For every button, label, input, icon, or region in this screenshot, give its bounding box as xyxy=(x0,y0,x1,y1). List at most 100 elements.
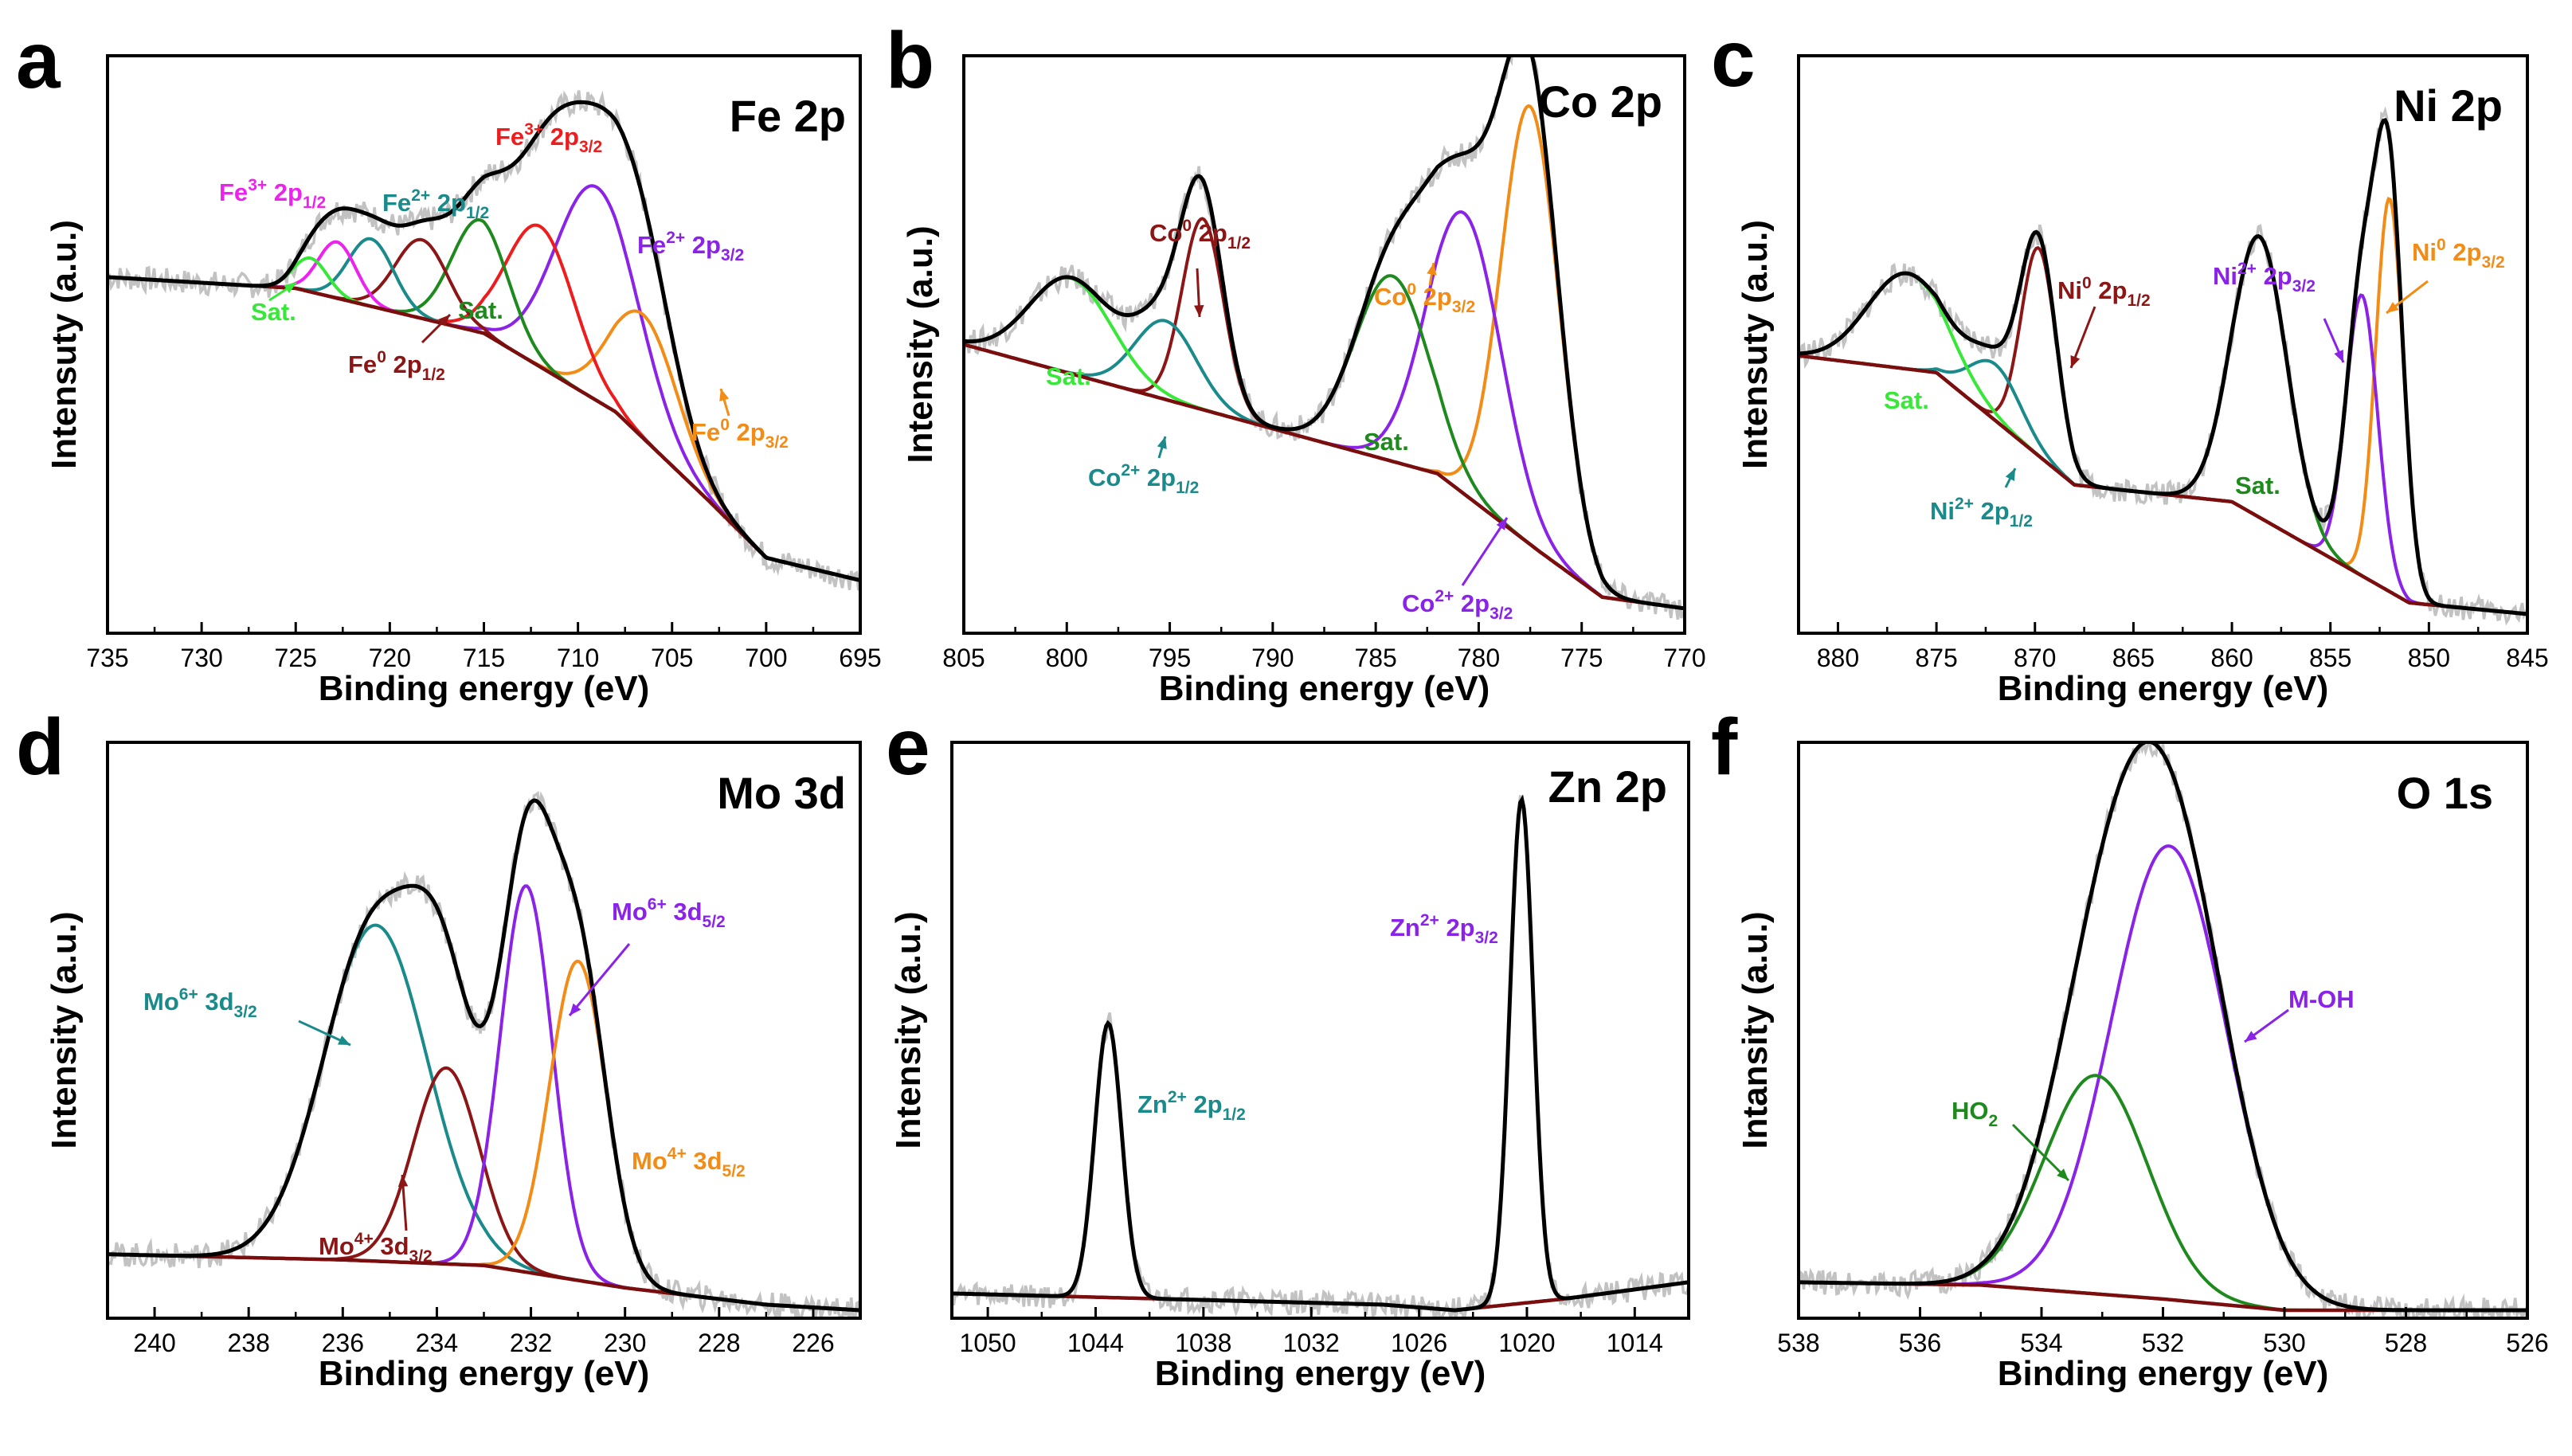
xtick-label-a-1: 730 xyxy=(180,644,222,672)
xtick-label-d-3: 234 xyxy=(416,1329,458,1357)
curves-a xyxy=(108,90,860,591)
panel-b: 805 800 795 790 785 780 775 770 Binding energy (… xyxy=(886,16,1706,708)
panel-f: 538 536 534 532 530 528 526 Binding energy (eV)… xyxy=(1711,703,2549,1393)
xtick-label-b-4: 785 xyxy=(1354,644,1396,672)
xtick-label-c-0: 880 xyxy=(1817,644,1859,672)
xtick-label-d-5: 230 xyxy=(604,1329,646,1357)
xtick-label-d-7: 226 xyxy=(792,1329,834,1357)
xtick-label-d-0: 240 xyxy=(133,1329,175,1357)
xtick-label-c-1: 875 xyxy=(1915,644,1957,672)
annotation-arrowhead-f-1 xyxy=(2057,1168,2069,1180)
peak-a-5 xyxy=(108,237,860,582)
envelope-b xyxy=(964,56,1685,611)
y-axis-label-b: Intensity (a.u.) xyxy=(901,225,940,463)
xtick-label-c-6: 850 xyxy=(2408,644,2450,672)
y-axis-label-f: Intansity (a.u.) xyxy=(1736,911,1775,1149)
xtick-label-d-4: 232 xyxy=(510,1329,552,1357)
annotation-arrowhead-c-1 xyxy=(2334,350,2343,362)
xtick-label-c-4: 860 xyxy=(2210,644,2253,672)
xtick-label-b-0: 805 xyxy=(942,644,985,672)
annotation-e-1: Zn2+ 2p1/2 xyxy=(1137,1088,1246,1124)
annotation-arrowhead-d-0 xyxy=(338,1035,350,1045)
xtick-label-b-6: 775 xyxy=(1560,644,1603,672)
peak-a-3 xyxy=(108,217,860,582)
annotation-c-1: Ni2+ 2p3/2 xyxy=(2213,260,2316,296)
peak-f-0 xyxy=(1799,844,2527,1312)
xtick-label-e-3: 1032 xyxy=(1283,1329,1340,1357)
raw-data-f xyxy=(1799,742,2527,1318)
panel-title-a: Fe 2p xyxy=(730,91,846,141)
xtick-label-e-2: 1038 xyxy=(1175,1329,1231,1357)
annotation-a-1: Fe2+ 2p1/2 xyxy=(382,186,489,222)
plot-frame-e xyxy=(950,741,1690,1320)
annotation-c-2: Ni0 2p3/2 xyxy=(2412,236,2505,272)
xtick-label-f-5: 528 xyxy=(2385,1329,2427,1357)
plot-frame-f xyxy=(1797,741,2529,1320)
annotation-c-3: Sat. xyxy=(1884,386,1929,414)
peak-d-2 xyxy=(108,884,860,1312)
x-axis-label-c: Binding energy (eV) xyxy=(1998,669,2329,708)
annotation-arrowhead-c-5 xyxy=(2005,468,2015,481)
xtick-label-f-6: 526 xyxy=(2506,1329,2548,1357)
background-b xyxy=(964,342,1685,611)
panel-letter-a: a xyxy=(16,16,61,105)
annotation-c-5: Ni2+ 2p1/2 xyxy=(1930,495,2033,530)
y-axis-label-a: Intensuty (a.u.) xyxy=(45,220,84,469)
y-axis-label-c: Intensuty (a.u.) xyxy=(1736,220,1775,469)
annotation-arrowhead-a-4 xyxy=(284,283,296,294)
raw-data-d xyxy=(108,791,860,1318)
peak-a-2 xyxy=(108,223,860,582)
annotation-arrowhead-b-1 xyxy=(1427,263,1437,276)
curves-c xyxy=(1799,106,2527,626)
peak-a-0 xyxy=(108,184,860,582)
xtick-label-d-6: 228 xyxy=(698,1329,740,1357)
xtick-label-c-7: 845 xyxy=(2506,644,2548,672)
annotation-a-7: Fe0 2p3/2 xyxy=(691,416,789,452)
panel-e: 1050 1044 1038 1032 1026 1020 1014 Binding ener… xyxy=(886,703,1690,1393)
panel-c: 880 875 870 865 860 855 850 845 Binding energy (… xyxy=(1711,14,2549,708)
envelope-f xyxy=(1799,742,2527,1313)
panel-letter-e: e xyxy=(886,703,930,792)
annotation-a-0: Fe3+ 2p1/2 xyxy=(219,176,326,212)
annotation-arrowhead-d-1 xyxy=(570,1003,581,1016)
annotation-a-6: Fe0 2p1/2 xyxy=(348,348,445,384)
xtick-label-a-6: 705 xyxy=(651,644,693,672)
xtick-label-b-3: 790 xyxy=(1251,644,1294,672)
annotation-d-2: Mo4+ 3d5/2 xyxy=(632,1145,746,1180)
xtick-label-d-2: 236 xyxy=(322,1329,364,1357)
annotation-d-0: Mo6+ 3d3/2 xyxy=(143,985,257,1021)
panel-letter-f: f xyxy=(1711,703,1738,792)
xtick-label-e-5: 1020 xyxy=(1498,1329,1555,1357)
annotation-f-0: M-OH xyxy=(2288,985,2355,1013)
xtick-label-a-0: 735 xyxy=(86,644,128,672)
annotation-b-0: Co0 2p1/2 xyxy=(1149,217,1251,252)
x-axis-label-e: Binding energy (eV) xyxy=(1155,1354,1486,1393)
plot-frame-c xyxy=(1797,54,2529,635)
curves-b xyxy=(964,56,1685,620)
xtick-label-f-2: 534 xyxy=(2020,1329,2062,1357)
xtick-label-a-8: 695 xyxy=(839,644,881,672)
y-axis-label-d: Intensity (a.u.) xyxy=(45,911,84,1149)
annotation-f-1: HO2 xyxy=(1952,1097,1998,1130)
annotation-b-5: Co2+ 2p3/2 xyxy=(1402,587,1513,623)
xtick-label-b-1: 800 xyxy=(1046,644,1088,672)
peak-a-6 xyxy=(108,240,860,582)
annotation-b-4: Co2+ 2p1/2 xyxy=(1088,461,1199,497)
annotation-arrow-b-5 xyxy=(1461,517,1509,586)
envelope-a xyxy=(108,100,860,583)
xtick-label-b-2: 795 xyxy=(1149,644,1191,672)
annotation-arrowhead-b-0 xyxy=(1194,304,1204,317)
curves-f xyxy=(1799,742,2527,1318)
xtick-label-a-4: 715 xyxy=(463,644,505,672)
x-axis-label-f: Binding energy (eV) xyxy=(1998,1354,2329,1393)
xtick-label-f-4: 530 xyxy=(2263,1329,2305,1357)
peak-e-1 xyxy=(952,795,1689,1313)
panel-letter-b: b xyxy=(886,16,934,105)
panel-a: 735 730 725 720 715 710 705 700 695 Binding energ… xyxy=(16,16,882,708)
annotation-arrowhead-c-2 xyxy=(2386,302,2399,313)
peak-b-0 xyxy=(964,104,1685,610)
panel-letter-c: c xyxy=(1711,14,1756,104)
annotation-c-0: Ni0 2p1/2 xyxy=(2057,274,2151,310)
annotation-e-0: Zn2+ 2p3/2 xyxy=(1390,911,1498,947)
